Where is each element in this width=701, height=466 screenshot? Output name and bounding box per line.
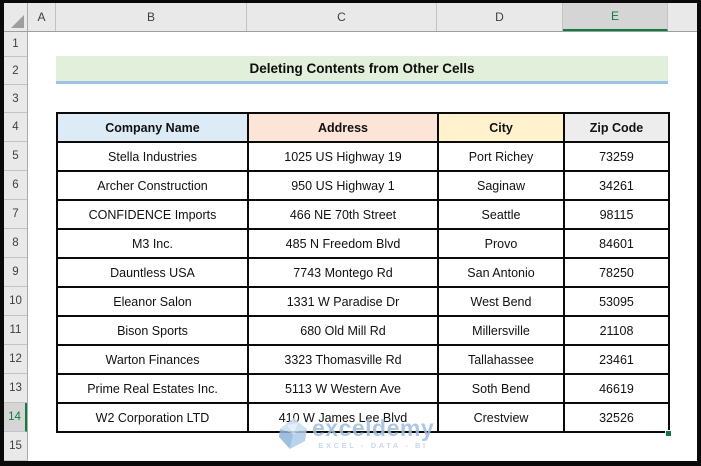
selected-cell-E14[interactable]: 32526	[564, 403, 669, 432]
cell-address[interactable]: 3323 Thomasville Rd	[248, 345, 438, 374]
cell-zip[interactable]: 46619	[564, 374, 669, 403]
cell-city[interactable]: Soth Bend	[438, 374, 564, 403]
cell-zip[interactable]: 78250	[564, 258, 669, 287]
column-header-filler	[668, 3, 697, 31]
table-row: Dauntless USA 7743 Montego Rd San Antoni…	[57, 258, 669, 287]
table-row: Stella Industries 1025 US Highway 19 Por…	[57, 142, 669, 171]
column-header-C[interactable]: C	[247, 3, 437, 31]
row-header-4[interactable]: 4	[4, 113, 27, 142]
row-header-8[interactable]: 8	[4, 229, 27, 258]
cell-company[interactable]: Stella Industries	[57, 142, 248, 171]
column-header-A[interactable]: A	[28, 3, 56, 31]
row-header-14-selected[interactable]: 14	[4, 403, 27, 432]
table-row: Eleanor Salon 1331 W Paradise Dr West Be…	[57, 287, 669, 316]
row-header-3[interactable]: 3	[4, 85, 27, 113]
cell-address[interactable]: 466 NE 70th Street	[248, 200, 438, 229]
cell-city[interactable]: Seattle	[438, 200, 564, 229]
cell-company[interactable]: M3 Inc.	[57, 229, 248, 258]
cell-company[interactable]: Eleanor Salon	[57, 287, 248, 316]
cell-city[interactable]: Millersville	[438, 316, 564, 345]
table-row: CONFIDENCE Imports 466 NE 70th Street Se…	[57, 200, 669, 229]
data-table: Company Name Address City Zip Code Stell…	[56, 112, 670, 433]
table-row: M3 Inc. 485 N Freedom Blvd Provo 84601	[57, 229, 669, 258]
row-header-13[interactable]: 13	[4, 374, 27, 403]
column-header-B[interactable]: B	[56, 3, 247, 31]
cell-company[interactable]: CONFIDENCE Imports	[57, 200, 248, 229]
row-header-10[interactable]: 10	[4, 287, 27, 316]
table-header-row: Company Name Address City Zip Code	[57, 113, 669, 142]
cell-address[interactable]: 950 US Highway 1	[248, 171, 438, 200]
cell-zip[interactable]: 21108	[564, 316, 669, 345]
watermark-tagline: EXCEL - DATA - BI	[318, 441, 427, 450]
table-row: Warton Finances 3323 Thomasville Rd Tall…	[57, 345, 669, 374]
cell-address[interactable]: 5113 W Western Ave	[248, 374, 438, 403]
cell-company[interactable]: Bison Sports	[57, 316, 248, 345]
row-header-7[interactable]: 7	[4, 200, 27, 229]
cell-city[interactable]: West Bend	[438, 287, 564, 316]
excel-worksheet-screenshot: A B C D E 1 2 3 4 5 6 7 8 9 10 11 12 13 …	[0, 0, 701, 466]
select-all-icon	[11, 15, 24, 28]
cell-zip[interactable]: 84601	[564, 229, 669, 258]
row-header-12[interactable]: 12	[4, 345, 27, 374]
column-header-strip: A B C D E	[4, 3, 697, 32]
cell-address[interactable]: 410 W James Lee Blvd	[248, 403, 438, 432]
row-header-2[interactable]: 2	[4, 57, 27, 85]
row-header-11[interactable]: 11	[4, 316, 27, 345]
title-banner-cell[interactable]: Deleting Contents from Other Cells	[56, 56, 668, 84]
table-row: Archer Construction 950 US Highway 1 Sag…	[57, 171, 669, 200]
cell-zip[interactable]: 73259	[564, 142, 669, 171]
cell-company[interactable]: Dauntless USA	[57, 258, 248, 287]
cell-zip[interactable]: 23461	[564, 345, 669, 374]
cell-city[interactable]: Port Richey	[438, 142, 564, 171]
column-header-E-selected[interactable]: E	[563, 3, 668, 31]
row-header-15[interactable]: 15	[4, 432, 27, 461]
cell-address[interactable]: 485 N Freedom Blvd	[248, 229, 438, 258]
cell-zip[interactable]: 53095	[564, 287, 669, 316]
select-all-button[interactable]	[4, 3, 28, 31]
cell-city[interactable]: Provo	[438, 229, 564, 258]
fill-handle[interactable]	[665, 430, 672, 437]
cell-city[interactable]: Saginaw	[438, 171, 564, 200]
cell-city[interactable]: Tallahassee	[438, 345, 564, 374]
cell-company[interactable]: Archer Construction	[57, 171, 248, 200]
header-company-name[interactable]: Company Name	[57, 113, 248, 142]
cell-address[interactable]: 7743 Montego Rd	[248, 258, 438, 287]
cell-zip[interactable]: 34261	[564, 171, 669, 200]
cell-zip[interactable]: 98115	[564, 200, 669, 229]
row-header-strip: 1 2 3 4 5 6 7 8 9 10 11 12 13 14 15	[4, 32, 28, 461]
row-header-9[interactable]: 9	[4, 258, 27, 287]
worksheet-area: A B C D E 1 2 3 4 5 6 7 8 9 10 11 12 13 …	[4, 3, 697, 461]
header-address[interactable]: Address	[248, 113, 438, 142]
cell-address[interactable]: 680 Old Mill Rd	[248, 316, 438, 345]
table-row: Bison Sports 680 Old Mill Rd Millersvill…	[57, 316, 669, 345]
cell-city[interactable]: Crestview	[438, 403, 564, 432]
cell-company[interactable]: W2 Corporation LTD	[57, 403, 248, 432]
row-header-6[interactable]: 6	[4, 171, 27, 200]
row-header-5[interactable]: 5	[4, 142, 27, 171]
cell-company[interactable]: Prime Real Estates Inc.	[57, 374, 248, 403]
cell-company[interactable]: Warton Finances	[57, 345, 248, 374]
row-header-1[interactable]: 1	[4, 32, 27, 57]
table-row: Prime Real Estates Inc. 5113 W Western A…	[57, 374, 669, 403]
page-title: Deleting Contents from Other Cells	[249, 61, 474, 76]
cell-address[interactable]: 1331 W Paradise Dr	[248, 287, 438, 316]
column-header-D[interactable]: D	[437, 3, 563, 31]
table-row: W2 Corporation LTD 410 W James Lee Blvd …	[57, 403, 669, 432]
header-city[interactable]: City	[438, 113, 564, 142]
cell-address[interactable]: 1025 US Highway 19	[248, 142, 438, 171]
cell-city[interactable]: San Antonio	[438, 258, 564, 287]
header-zip-code[interactable]: Zip Code	[564, 113, 669, 142]
